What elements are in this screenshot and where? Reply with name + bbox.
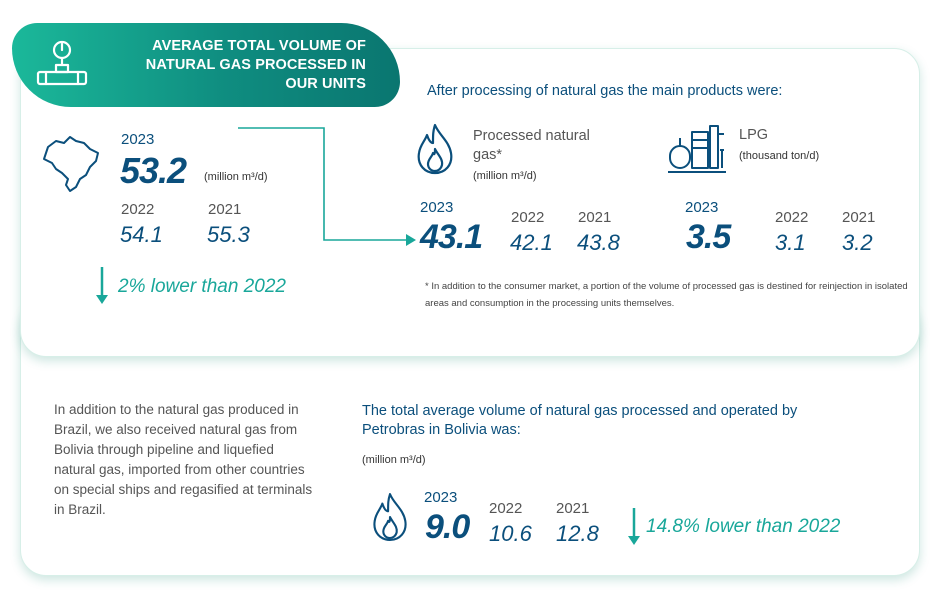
gas-year-current: 2023 (420, 199, 454, 216)
bolivia-year-prev: 2022 (489, 500, 523, 517)
bolivia-description: In addition to the natural gas produced … (54, 402, 313, 517)
bolivia-unit: (million m³/d) (362, 454, 426, 466)
header-banner: AVERAGE TOTAL VOLUME OF NATURAL GAS PROC… (12, 23, 400, 107)
brazil-map-icon (40, 133, 102, 193)
bolivia-value-prev2: 12.8 (556, 521, 599, 546)
flame-icon (369, 492, 411, 542)
processed-year-prev: 2022 (121, 201, 155, 218)
lpg-value-current: 3.5 (686, 218, 731, 256)
processed-unit: (million m³/d) (204, 171, 268, 183)
bolivia-value-prev: 10.6 (489, 521, 532, 546)
flame-icon (413, 123, 457, 175)
gas-year-prev2: 2021 (578, 209, 612, 226)
processed-year-prev2: 2021 (208, 201, 242, 218)
gas-unit: (million m³/d) (473, 170, 537, 182)
lpg-value-prev: 3.1 (775, 230, 806, 255)
arrow-down-icon (627, 506, 641, 546)
products-footnote: * In addition to the consumer market, a … (425, 281, 908, 309)
products-intro: After processing of natural gas the main… (427, 83, 783, 99)
lpg-label: LPG (739, 127, 769, 143)
gas-year-prev: 2022 (511, 209, 545, 226)
processed-value-prev: 54.1 (120, 222, 163, 247)
processed-value-prev2: 55.3 (207, 222, 250, 247)
gas-label: Processed natural gas* (473, 128, 590, 163)
bolivia-year-current: 2023 (424, 489, 458, 506)
gas-value-prev2: 43.8 (577, 230, 620, 255)
lpg-year-current: 2023 (685, 199, 719, 216)
processed-year-current: 2023 (121, 131, 155, 148)
bolivia-year-prev2: 2021 (556, 500, 590, 517)
bolivia-value-current: 9.0 (425, 508, 470, 546)
header-title: AVERAGE TOTAL VOLUME OF NATURAL GAS PROC… (145, 38, 366, 92)
lpg-year-prev2: 2021 (842, 209, 876, 226)
processed-change: 2% lower than 2022 (118, 276, 286, 297)
connector-arrow (238, 127, 416, 246)
bolivia-title: The total average volume of natural gas … (362, 403, 798, 438)
gas-value-prev: 42.1 (510, 230, 553, 255)
lpg-unit: (thousand ton/d) (739, 150, 820, 162)
gas-value-current: 43.1 (420, 218, 483, 256)
bolivia-change: 14.8% lower than 2022 (646, 516, 841, 537)
processed-value-current: 53.2 (120, 150, 187, 191)
arrow-down-icon (95, 265, 109, 305)
lpg-plant-icon (666, 124, 728, 176)
lpg-year-prev: 2022 (775, 209, 809, 226)
lpg-value-prev2: 3.2 (842, 230, 873, 255)
pipeline-valve-icon (34, 39, 90, 93)
